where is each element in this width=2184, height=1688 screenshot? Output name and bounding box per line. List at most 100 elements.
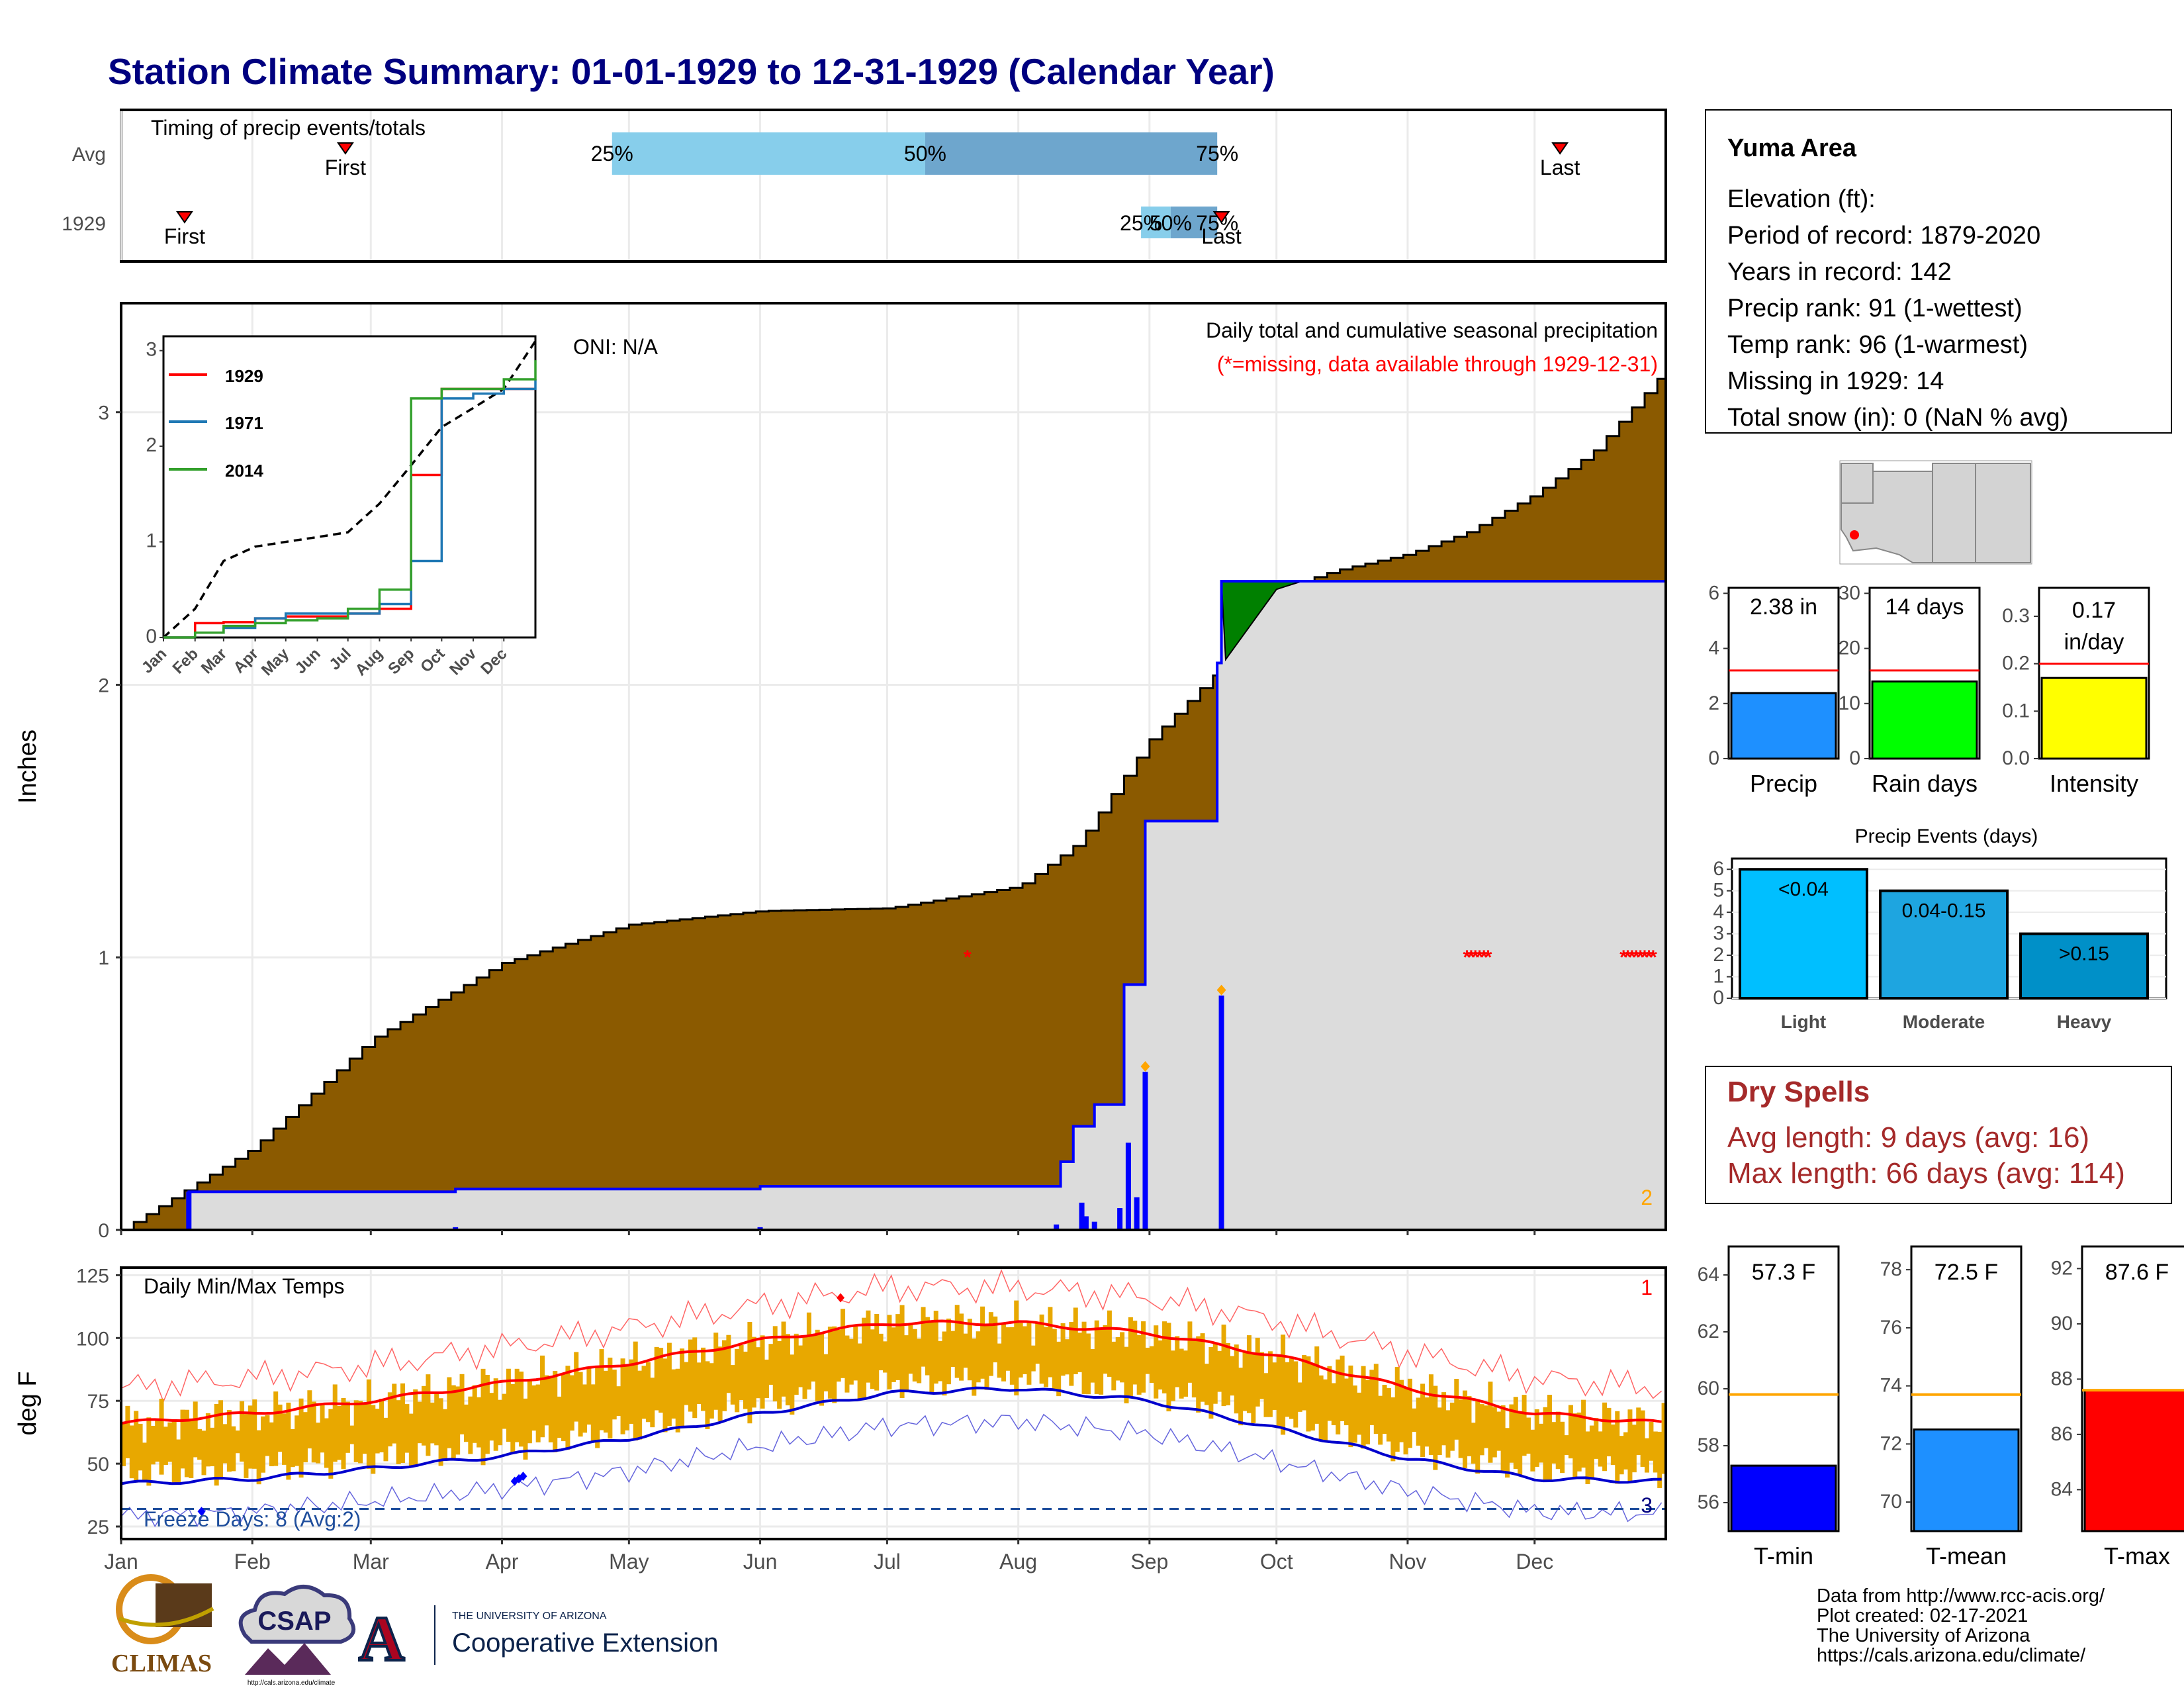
daily-temp-bar-300 (1390, 1397, 1396, 1462)
daily-temp-bar-325 (1496, 1411, 1502, 1451)
daily-temp-bar-311 (1437, 1407, 1442, 1456)
timing-avg-q2-bar (925, 132, 1218, 175)
precip-axes: 0 1 2 3 (98, 402, 1536, 1242)
daily-temp-bar-260 (1221, 1325, 1226, 1407)
daily-temp-bar-283 (1318, 1375, 1324, 1440)
daily-temp-bar-361 (1649, 1422, 1654, 1461)
daily-temp-bar-118 (620, 1358, 625, 1434)
daily-temp-bar-103 (557, 1396, 562, 1438)
daily-temp-bar-139 (709, 1363, 714, 1419)
daily-temp-bar-262 (1230, 1356, 1235, 1396)
daily-temp-bar-271 (1267, 1351, 1273, 1417)
daily-temp-bar-354 (1619, 1436, 1624, 1475)
daily-temp-bar-166 (823, 1354, 829, 1391)
temp-gauge-t-mean-bar (1913, 1428, 2020, 1532)
daily-temp-bar-319 (1471, 1423, 1476, 1464)
temp-ytick-label-25: 25 (87, 1517, 109, 1538)
precip-ytick-label-1: 1 (98, 947, 109, 969)
inset-ytick-label-3: 3 (146, 339, 157, 361)
csap-url: http://cals.arizona.edu/climate (248, 1679, 336, 1687)
daily-temp-bar-36 (273, 1391, 279, 1466)
daily-temp-bar-242 (1145, 1347, 1150, 1374)
daily-temp-bar-142 (722, 1340, 727, 1411)
daily-temp-bar-140 (713, 1333, 719, 1410)
gauge-rain-days-tick-label-10: 10 (1839, 692, 1860, 714)
missing-day-marker-9: * (1628, 947, 1636, 968)
daily-temp-bar-204 (984, 1324, 989, 1390)
daily-temp-bar-131 (675, 1368, 680, 1432)
daily-temp-bar-234 (1111, 1341, 1116, 1391)
daily-temp-bar-289 (1344, 1378, 1349, 1426)
daily-temp-bar-86 (484, 1374, 490, 1454)
daily-temp-bar-71 (422, 1385, 427, 1446)
above-average-area (1220, 581, 1302, 662)
daily-temp-bar-352 (1610, 1424, 1615, 1466)
daily-precip-bar-9 (1134, 1197, 1140, 1230)
station-line-6: Missing in 1929: 14 (1727, 367, 1944, 395)
daily-temp-bar-215 (1030, 1345, 1036, 1372)
footer-line-2: Plot created: 02-17-2021 (1817, 1605, 2028, 1626)
missing-day-marker-11: * (1637, 947, 1645, 968)
daily-temp-bar-327 (1505, 1428, 1510, 1478)
missing-day-marker-1: * (1463, 947, 1471, 968)
daily-temp-bar-221 (1056, 1341, 1062, 1397)
daily-temp-bar-358 (1636, 1407, 1641, 1455)
daily-temp-bar-253 (1191, 1338, 1197, 1398)
missing-day-marker-12: * (1641, 947, 1649, 968)
events-bar-light (1739, 868, 1868, 1000)
inset-legend-1971: 1971 (225, 413, 263, 433)
daily-temp-bar-159 (794, 1333, 799, 1395)
daily-temp-bar-184 (899, 1305, 905, 1399)
inset-legend: 1929 1971 2014 (169, 366, 263, 481)
daily-temp-bar-326 (1500, 1405, 1506, 1472)
daily-temp-bar-337 (1547, 1395, 1552, 1482)
station-line-1: Elevation (ft): (1727, 185, 1876, 213)
daily-temp-bar-72 (426, 1374, 431, 1456)
daily-temp-bar-130 (671, 1369, 676, 1419)
daily-temp-bar-216 (1035, 1323, 1040, 1364)
daily-temp-bar-126 (654, 1346, 659, 1411)
inset-ytick-label-0: 0 (146, 626, 157, 647)
daily-temp-bar-129 (666, 1342, 672, 1426)
ua-big-text: Cooperative Extension (452, 1628, 718, 1658)
daily-temp-bar-20 (205, 1413, 210, 1467)
daily-precip-bar-2 (757, 1227, 763, 1230)
daily-temp-bar-95 (523, 1398, 528, 1460)
gauge-intensity-tick-label-0.3: 0.3 (2002, 605, 2030, 627)
daily-temp-bar-48 (324, 1418, 329, 1468)
daily-temp-bar-161 (802, 1336, 807, 1399)
missing-day-marker-8: * (1624, 947, 1632, 968)
daily-temp-bar-91 (506, 1368, 511, 1442)
timing-yr-first-marker (176, 211, 193, 224)
timing-avg-first-marker (337, 142, 354, 155)
daily-temp-bar-73 (430, 1402, 435, 1444)
daily-temp-bar-127 (659, 1348, 664, 1413)
observed-cumulative-line (121, 580, 1666, 1231)
daily-temp-bar-133 (684, 1362, 689, 1405)
precip-gauges: 2.38 in 0 2 4 6 Precip 14 days 0 10 20 30 Rain days… (1708, 582, 2150, 797)
daily-temp-bar-357 (1631, 1425, 1637, 1473)
daily-temp-bar-198 (959, 1313, 964, 1381)
climas-wordmark: CLIMAS (111, 1650, 212, 1677)
daily-temp-bar-284 (1323, 1379, 1328, 1441)
timing-avg-p25-label: 25% (591, 142, 633, 165)
daily-temp-bar-32 (256, 1430, 261, 1485)
daily-temp-bar-153 (768, 1344, 774, 1385)
temp-gauge-t-max-tick-label-92: 92 (2051, 1257, 2073, 1279)
temp-gauge-t-max-tick-label-88: 88 (2051, 1368, 2073, 1389)
daily-temp-bar-353 (1615, 1411, 1620, 1484)
daily-temp-bar-40 (290, 1429, 295, 1468)
station-line-3: Years in record: 142 (1727, 258, 1952, 286)
temp-gauge-t-mean-tick-label-76: 76 (1880, 1317, 1902, 1338)
precip-frame-border (120, 302, 1667, 1231)
daily-temp-bar-201 (972, 1338, 977, 1396)
daily-temp-bar-79 (455, 1386, 461, 1455)
footer-credits: Data from http://www.rcc-acis.org/ Plot … (1817, 1585, 2105, 1666)
climas-emblem-swoosh (118, 1607, 214, 1627)
station-line-5: Temp rank: 96 (1-warmest) (1727, 331, 2028, 359)
inset-frame (162, 335, 537, 639)
daily-temp-bar-8 (155, 1418, 160, 1462)
daily-temp-bar-137 (701, 1347, 706, 1411)
daily-temp-bar-186 (908, 1324, 913, 1374)
